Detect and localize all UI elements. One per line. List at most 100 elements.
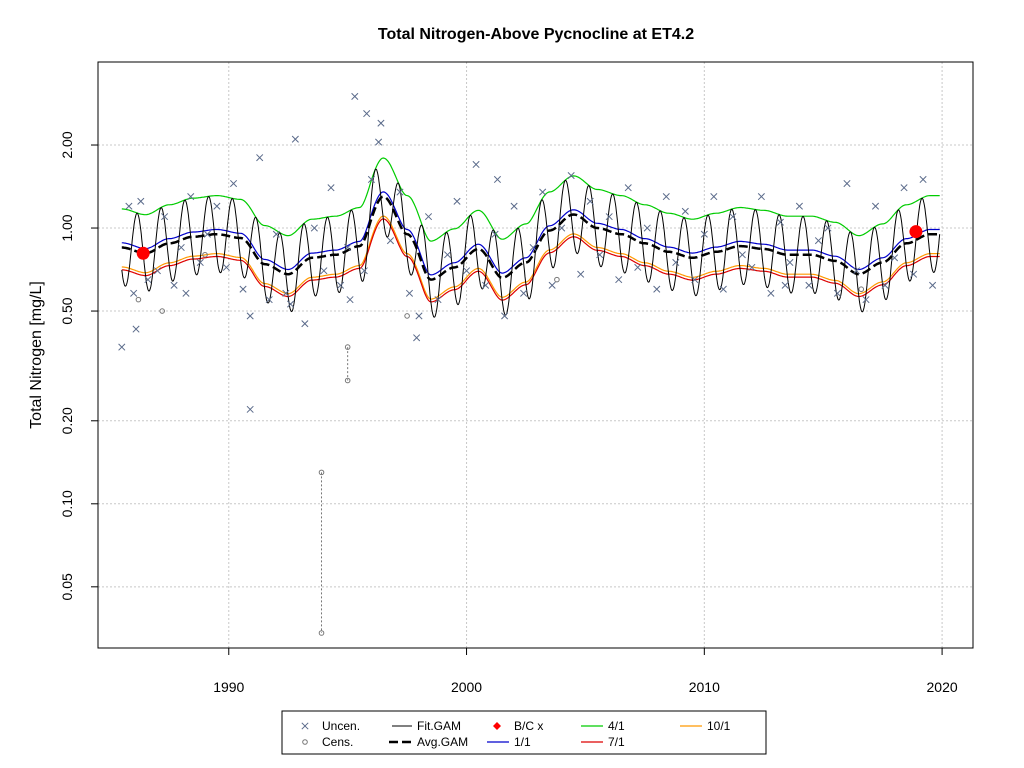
uncensored-point <box>634 263 642 271</box>
uncensored-point <box>910 270 918 278</box>
uncensored-point <box>170 281 178 289</box>
uncensored-point <box>757 193 765 201</box>
y-tick-label: 0.50 <box>59 297 75 324</box>
censored-point <box>318 630 325 636</box>
uncensored-point <box>795 202 803 210</box>
censored-point <box>858 286 865 293</box>
uncensored-point <box>377 119 385 127</box>
uncensored-point <box>320 267 328 275</box>
series-10-1-line <box>121 215 940 300</box>
x-tick-label: 2020 <box>927 679 958 695</box>
censored-point <box>344 377 351 384</box>
uncensored-point <box>824 224 832 232</box>
censored-point <box>159 308 165 314</box>
bc-point <box>136 246 150 260</box>
legend-label-s41: 4/1 <box>608 719 625 733</box>
censored-point <box>135 296 142 303</box>
uncensored-point <box>453 197 461 205</box>
uncensored-point <box>246 405 254 413</box>
uncensored-point <box>196 258 204 267</box>
legend-label-fit: Fit.GAM <box>417 719 461 733</box>
uncensored-point <box>615 276 623 284</box>
uncensored-point <box>239 285 247 293</box>
uncensored-point <box>213 202 221 210</box>
y-axis: 0.05 0.10 0.20 0.50 1.00 2.00 <box>59 131 98 600</box>
y-axis-title: Total Nitrogen [mg/L] <box>28 281 45 429</box>
x-tick-label: 2000 <box>451 679 482 695</box>
x-axis: 1990 2000 2010 2020 <box>213 648 958 695</box>
uncensored-point <box>415 312 423 320</box>
legend-symbol-bc <box>493 722 501 730</box>
uncensored-point <box>282 289 290 297</box>
uncensored-point <box>222 263 230 271</box>
uncensored-point <box>203 230 211 238</box>
legend-label-uncen: Uncen. <box>322 719 360 733</box>
uncensored-point <box>132 325 140 333</box>
uncensored-point <box>881 281 889 289</box>
uncensored-points <box>118 92 937 413</box>
fit-gam-line <box>121 168 941 318</box>
uncensored-point <box>852 267 861 275</box>
uncensored-point <box>919 175 927 184</box>
legend-label-bc: B/C x <box>514 719 543 733</box>
avg-gam-line <box>121 195 940 281</box>
uncensored-point <box>493 175 502 184</box>
uncensored-point <box>375 138 383 146</box>
uncensored-point <box>871 202 880 210</box>
uncensored-point <box>346 296 354 304</box>
uncensored-point <box>900 184 908 192</box>
uncensored-point <box>434 296 442 304</box>
uncensored-point <box>814 237 823 245</box>
uncensored-point <box>327 184 335 192</box>
uncensored-point <box>929 281 937 289</box>
uncensored-point <box>246 312 254 320</box>
uncensored-point <box>501 312 509 320</box>
uncensored-point <box>681 207 689 215</box>
uncensored-point <box>310 224 318 232</box>
uncensored-point <box>265 296 273 304</box>
censored-point <box>318 469 325 476</box>
y-tick-label: 2.00 <box>59 131 75 158</box>
uncensored-point <box>529 243 537 252</box>
uncensored-point <box>187 193 195 201</box>
uncensored-point <box>229 179 238 188</box>
uncensored-point <box>462 267 471 275</box>
uncensored-point <box>118 343 126 351</box>
censored-point <box>202 251 208 258</box>
censored-point <box>554 276 560 283</box>
uncensored-point <box>301 320 309 328</box>
uncensored-point <box>596 251 604 259</box>
uncensored-point <box>144 276 152 284</box>
uncensored-point <box>700 230 708 238</box>
uncensored-point <box>577 270 585 278</box>
uncensored-point <box>291 135 299 143</box>
legend: Uncen. Cens. Fit.GAM Avg.GAM B/C x 1/1 4/1 7/1 1… <box>281 710 767 755</box>
uncensored-point <box>520 289 528 297</box>
uncensored-point <box>605 213 613 221</box>
legend-box <box>281 710 767 755</box>
uncensored-point <box>272 230 280 238</box>
uncensored-point <box>567 171 575 180</box>
uncensored-point <box>691 276 699 284</box>
uncensored-point <box>363 110 371 118</box>
uncensored-point <box>548 281 556 289</box>
y-tick-label: 1.00 <box>59 214 75 241</box>
uncensored-point <box>729 213 737 221</box>
x-tick-label: 1990 <box>213 679 244 695</box>
uncensored-point <box>182 289 190 297</box>
uncensored-point <box>351 92 359 101</box>
uncensored-point <box>586 197 594 205</box>
uncensored-point <box>510 202 518 210</box>
uncensored-point <box>424 213 433 221</box>
legend-label-s101: 10/1 <box>707 719 731 733</box>
series-1-1-line <box>121 191 940 276</box>
uncensored-point <box>137 197 145 205</box>
uncensored-point <box>710 193 718 201</box>
grid <box>98 62 973 648</box>
plot-frame <box>97 61 974 649</box>
y-tick-label: 0.20 <box>59 407 75 434</box>
uncensored-point <box>539 188 547 196</box>
censored-points <box>135 251 865 636</box>
uncensored-point <box>360 267 368 275</box>
